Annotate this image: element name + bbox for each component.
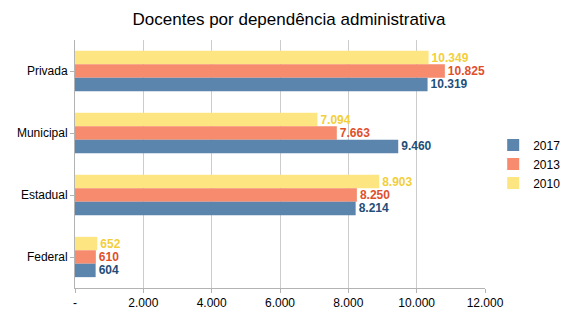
svg-text:2017: 2017 — [533, 139, 560, 153]
svg-text:10.825: 10.825 — [448, 64, 485, 78]
svg-text:610: 610 — [99, 250, 119, 264]
svg-text:4.000: 4.000 — [197, 296, 227, 310]
svg-text:8.250: 8.250 — [360, 188, 390, 202]
svg-text:604: 604 — [99, 263, 119, 277]
svg-text:Estadual: Estadual — [21, 188, 68, 202]
svg-text:12.000: 12.000 — [467, 296, 504, 310]
svg-text:10.000: 10.000 — [398, 296, 435, 310]
svg-text:2013: 2013 — [533, 158, 560, 172]
svg-text:Municipal: Municipal — [17, 126, 68, 140]
svg-text:10.319: 10.319 — [431, 77, 468, 91]
svg-text:10.349: 10.349 — [432, 51, 469, 65]
svg-text:8.903: 8.903 — [382, 175, 412, 189]
svg-text:652: 652 — [100, 237, 120, 251]
svg-text:2010: 2010 — [533, 177, 560, 191]
svg-text:-: - — [73, 296, 77, 310]
svg-text:8.000: 8.000 — [333, 296, 363, 310]
svg-text:2.000: 2.000 — [128, 296, 158, 310]
svg-text:9.460: 9.460 — [401, 139, 431, 153]
svg-text:6.000: 6.000 — [265, 296, 295, 310]
svg-text:7.094: 7.094 — [320, 113, 350, 127]
svg-text:Privada: Privada — [27, 64, 68, 78]
svg-text:Federal: Federal — [27, 250, 68, 264]
svg-text:Docentes por dependência admin: Docentes por dependência administrativa — [133, 10, 446, 29]
svg-text:8.214: 8.214 — [359, 201, 389, 215]
svg-text:7.663: 7.663 — [340, 126, 370, 140]
